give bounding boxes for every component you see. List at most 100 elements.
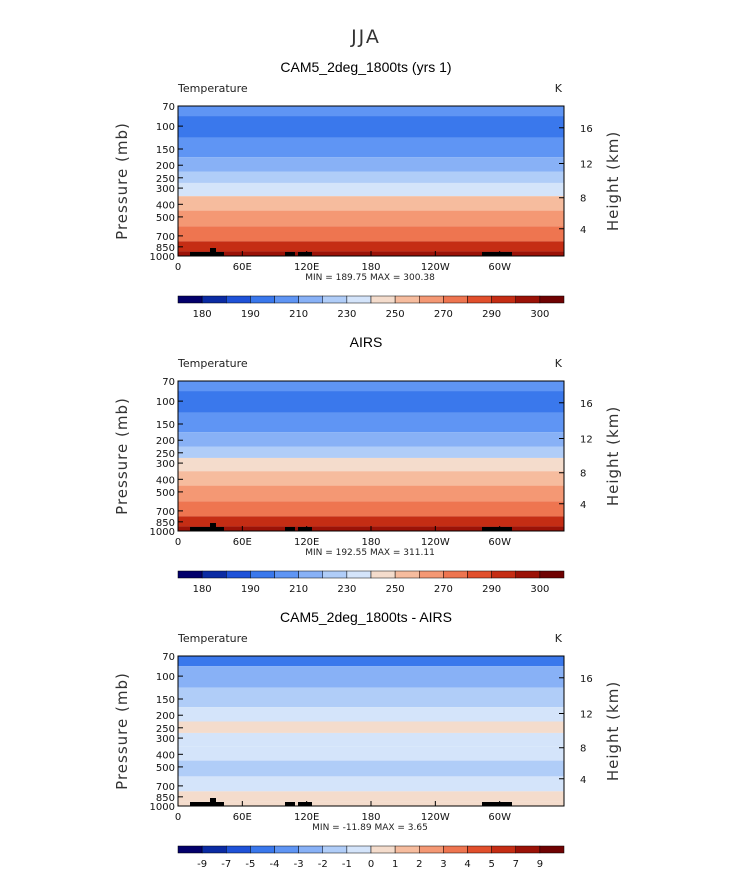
colorbar-swatch	[346, 570, 372, 579]
contour-band-500	[178, 760, 564, 777]
y-tick-label: 150	[156, 145, 175, 156]
y-tick-label: 100	[156, 122, 175, 133]
colorbar-swatch	[467, 570, 492, 579]
colorbar-swatch	[370, 845, 396, 854]
colorbar-swatch	[394, 570, 420, 579]
right-tick-label: 8	[580, 194, 586, 205]
colorbar-label: 1	[392, 859, 398, 870]
right-tick-label: 4	[580, 775, 586, 786]
right-tick-label: 16	[580, 674, 593, 685]
colorbar-label: -5	[245, 859, 255, 870]
x-tick-label: 60W	[488, 537, 511, 548]
right-tick-label: 16	[580, 124, 593, 135]
variable-label: Temperature	[177, 357, 248, 370]
colorbar-swatch	[226, 570, 251, 579]
terrain-block	[285, 527, 295, 531]
colorbar-label: -3	[294, 859, 304, 870]
right-axis-label: Height (km)	[604, 406, 622, 506]
colorbar-swatch	[274, 570, 299, 579]
min-max-stats: MIN = 189.75 MAX = 300.38	[305, 273, 435, 283]
right-tick-label: 12	[580, 709, 593, 720]
colorbar-swatch	[201, 295, 227, 304]
contour-band-150	[178, 687, 564, 708]
colorbar-swatch	[515, 845, 541, 854]
contour-band-500	[178, 485, 564, 502]
figure-title: JJA	[350, 26, 381, 48]
terrain-block	[190, 252, 224, 256]
colorbar-label: 290	[482, 584, 501, 595]
y-tick-label: 100	[156, 397, 175, 408]
colorbar-label: -7	[221, 859, 231, 870]
x-tick-label: 60W	[488, 812, 511, 823]
terrain-block	[210, 798, 216, 806]
colorbar-swatch	[250, 570, 275, 579]
contour-band-700	[178, 776, 564, 792]
terrain-block	[190, 802, 224, 806]
colorbar-swatch	[539, 570, 565, 579]
panel-1: CAM5_2deg_1800ts (yrs 1) Temperature K 70 10…	[113, 59, 622, 320]
colorbar-label: 7	[513, 859, 519, 870]
right-tick-label: 12	[580, 434, 593, 445]
contour-band-70	[178, 656, 564, 667]
x-tick-label: 60E	[233, 262, 252, 273]
y-tick-label: 1000	[150, 802, 175, 813]
colorbar-label: 270	[434, 584, 453, 595]
colorbar-label: 250	[386, 584, 405, 595]
x-tick-label: 120E	[294, 812, 319, 823]
colorbar-swatch	[226, 845, 251, 854]
colorbar-swatch	[491, 570, 516, 579]
colorbar-label: 3	[440, 859, 446, 870]
terrain-block	[298, 527, 312, 531]
y-tick-label: 500	[156, 213, 175, 224]
contour-band-100	[178, 116, 564, 138]
colorbar-swatch	[177, 295, 203, 304]
contour-band-150	[178, 412, 564, 433]
contour-band-70	[178, 381, 564, 392]
y-tick-label: 400	[156, 200, 175, 211]
colorbar-label: 190	[241, 584, 260, 595]
x-tick-label: 180	[361, 262, 380, 273]
x-tick-label: 0	[175, 537, 181, 548]
colorbar-swatch	[443, 570, 468, 579]
colorbar-swatch	[298, 570, 323, 579]
colorbar-swatch	[370, 570, 396, 579]
right-tick-label: 4	[580, 225, 586, 236]
y-tick-label: 400	[156, 475, 175, 486]
variable-label: Temperature	[177, 82, 248, 95]
colorbar-label: -1	[342, 859, 352, 870]
colorbar-swatch	[322, 845, 348, 854]
terrain-block	[210, 523, 216, 531]
y-tick-label: 700	[156, 782, 175, 793]
x-tick-label: 120E	[294, 537, 319, 548]
colorbar-label: -4	[270, 859, 280, 870]
colorbar-swatch	[274, 845, 299, 854]
y-tick-label: 70	[162, 652, 175, 663]
right-axis-label: Height (km)	[604, 131, 622, 231]
contour-band-70	[178, 106, 564, 117]
colorbar-swatch	[322, 295, 348, 304]
contour-band-300	[178, 182, 564, 197]
min-max-stats: MIN = -11.89 MAX = 3.65	[312, 823, 428, 833]
y-tick-label: 150	[156, 695, 175, 706]
y-tick-label: 70	[162, 102, 175, 113]
right-axis-label: Height (km)	[604, 681, 622, 781]
x-tick-label: 180	[361, 812, 380, 823]
y-tick-label: 850	[156, 243, 175, 254]
right-tick-label: 16	[580, 399, 593, 410]
colorbar-swatch	[394, 845, 420, 854]
y-tick-label: 300	[156, 734, 175, 745]
y-tick-label: 700	[156, 507, 175, 518]
contour-band-400	[178, 196, 564, 211]
colorbar-swatch	[226, 295, 251, 304]
colorbar-swatch	[419, 570, 444, 579]
contour-band-100	[178, 666, 564, 688]
colorbar-swatch	[250, 295, 275, 304]
x-tick-label: 60W	[488, 262, 511, 273]
colorbar-swatch	[177, 845, 203, 854]
x-tick-label: 60E	[233, 537, 252, 548]
colorbar-swatch	[298, 295, 323, 304]
contour-band-250	[178, 721, 564, 733]
colorbar-label: 230	[337, 584, 356, 595]
